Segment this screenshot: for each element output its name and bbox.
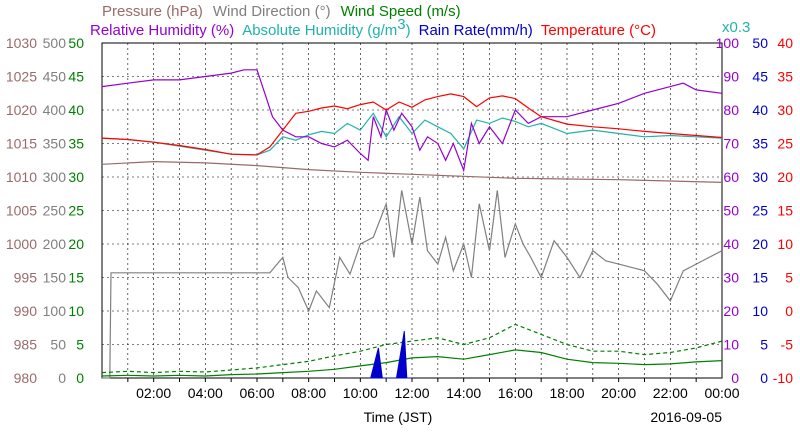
legend-entry: Relative Humidity (%) [90,22,234,39]
legend-entry: Temperature (°C) [541,22,656,39]
y-tick-label: 25 [752,203,768,219]
y-tick-label: 5 [76,337,84,353]
y-tick-label: 20 [777,169,793,185]
x-tick-label: 16:00 [498,385,533,401]
y-tick-label: 40 [68,102,84,118]
y-tick-label: 35 [752,136,768,152]
legend-entry: Absolute Humidity (g/m [242,22,397,39]
y-tick-label: 15 [752,270,768,286]
series-pressure-hpa [101,160,723,183]
y-tick-label: 90 [723,69,739,85]
legend-entry: Wind Direction (°) [213,3,331,20]
y-tick-label: 500 [43,35,67,51]
y-tick-label: 70 [723,136,739,152]
y-tick-label: 100 [716,35,740,51]
legend-entry: Rain Rate(mm/h) [419,22,533,39]
series-temperature-c [101,93,723,156]
y-tick-label: 1020 [6,102,37,118]
y-tick-label: 25 [777,136,793,152]
y-tick-label: -10 [773,370,793,386]
y-tick-label: 1015 [6,136,37,152]
y-tick-label: 450 [43,69,67,85]
y-tick-label: 300 [43,169,67,185]
x-tick-label: 02:00 [136,385,171,401]
y-tick-label: 0 [76,370,84,386]
y-tick-label: 1005 [6,203,37,219]
y-tick-label: 995 [14,270,38,286]
y-tick-label: 1030 [6,35,37,51]
y-tick-label: 60 [723,169,739,185]
y-tick-label: 100 [43,303,67,319]
y-tick-label: 0 [58,370,66,386]
y-tick-label: 40 [723,236,739,252]
y-tick-label: 30 [723,270,739,286]
y-tick-label: 5 [785,270,793,286]
y-tick-label: 40 [777,35,793,51]
y-tick-label: 10 [752,303,768,319]
x-axis-label: Time (JST) [364,409,433,425]
x-tick-label: 06:00 [239,385,274,401]
y-tick-label: 400 [43,102,67,118]
y-tick-label: 50 [50,337,66,353]
y-tick-label: 5 [760,337,768,353]
y-tick-label: 35 [777,69,793,85]
y-tick-label: -5 [781,337,794,353]
y-tick-label: 45 [752,69,768,85]
y-tick-label: 0 [785,303,793,319]
y-tick-label: 15 [777,203,793,219]
y-tick-label: 20 [723,303,739,319]
x-tick-label: 20:00 [601,385,636,401]
x-tick-label: 18:00 [549,385,584,401]
x-tick-label: 14:00 [446,385,481,401]
y-tick-label: 150 [43,270,67,286]
y-tick-label: 1025 [6,69,37,85]
series-rain-rate-mm-h [370,331,412,379]
legend-entry: Pressure (hPa) [102,3,203,20]
x-tick-label: 12:00 [394,385,429,401]
y-tick-label: 50 [752,35,768,51]
y-tick-label: 990 [14,303,38,319]
y-tick-label: 50 [68,35,84,51]
y-tick-label: 80 [723,102,739,118]
y-tick-label: 1010 [6,169,37,185]
y-tick-label: 10 [68,303,84,319]
scale-note: x0.3 [722,19,750,36]
y-tick-label: 980 [14,370,38,386]
x-tick-label: 22:00 [653,385,688,401]
y-tick-label: 15 [68,270,84,286]
y-tick-label: 1000 [6,236,37,252]
y-tick-label: 40 [752,102,768,118]
y-tick-label: 10 [777,236,793,252]
y-tick-label: 25 [68,203,84,219]
y-tick-label: 30 [68,169,84,185]
y-tick-label: 45 [68,69,84,85]
y-tick-label: 350 [43,136,67,152]
x-tick-label: 00:00 [704,385,739,401]
y-tick-label: 0 [760,370,768,386]
series-wind-speed-m-s [101,349,723,377]
y-tick-label: 20 [68,236,84,252]
series-relative-humidity [101,69,723,173]
x-tick-label: 10:00 [343,385,378,401]
legend-entry-superscript: 3 [397,16,405,33]
y-tick-label: 0 [731,370,739,386]
y-tick-label: 20 [752,236,768,252]
y-tick-label: 985 [14,337,38,353]
y-tick-label: 30 [777,102,793,118]
y-tick-label: 50 [723,203,739,219]
date-label: 2016-09-05 [650,409,722,425]
series-wind-direction [102,190,723,379]
y-tick-label: 250 [43,203,67,219]
y-tick-label: 30 [752,169,768,185]
y-tick-label: 200 [43,236,67,252]
y-tick-label: 35 [68,136,84,152]
y-tick-label: 10 [723,337,739,353]
legend-entry: Wind Speed (m/s) [341,3,461,20]
legend-entry-tail: ) [406,22,411,39]
x-tick-label: 08:00 [291,385,326,401]
x-tick-label: 04:00 [188,385,223,401]
